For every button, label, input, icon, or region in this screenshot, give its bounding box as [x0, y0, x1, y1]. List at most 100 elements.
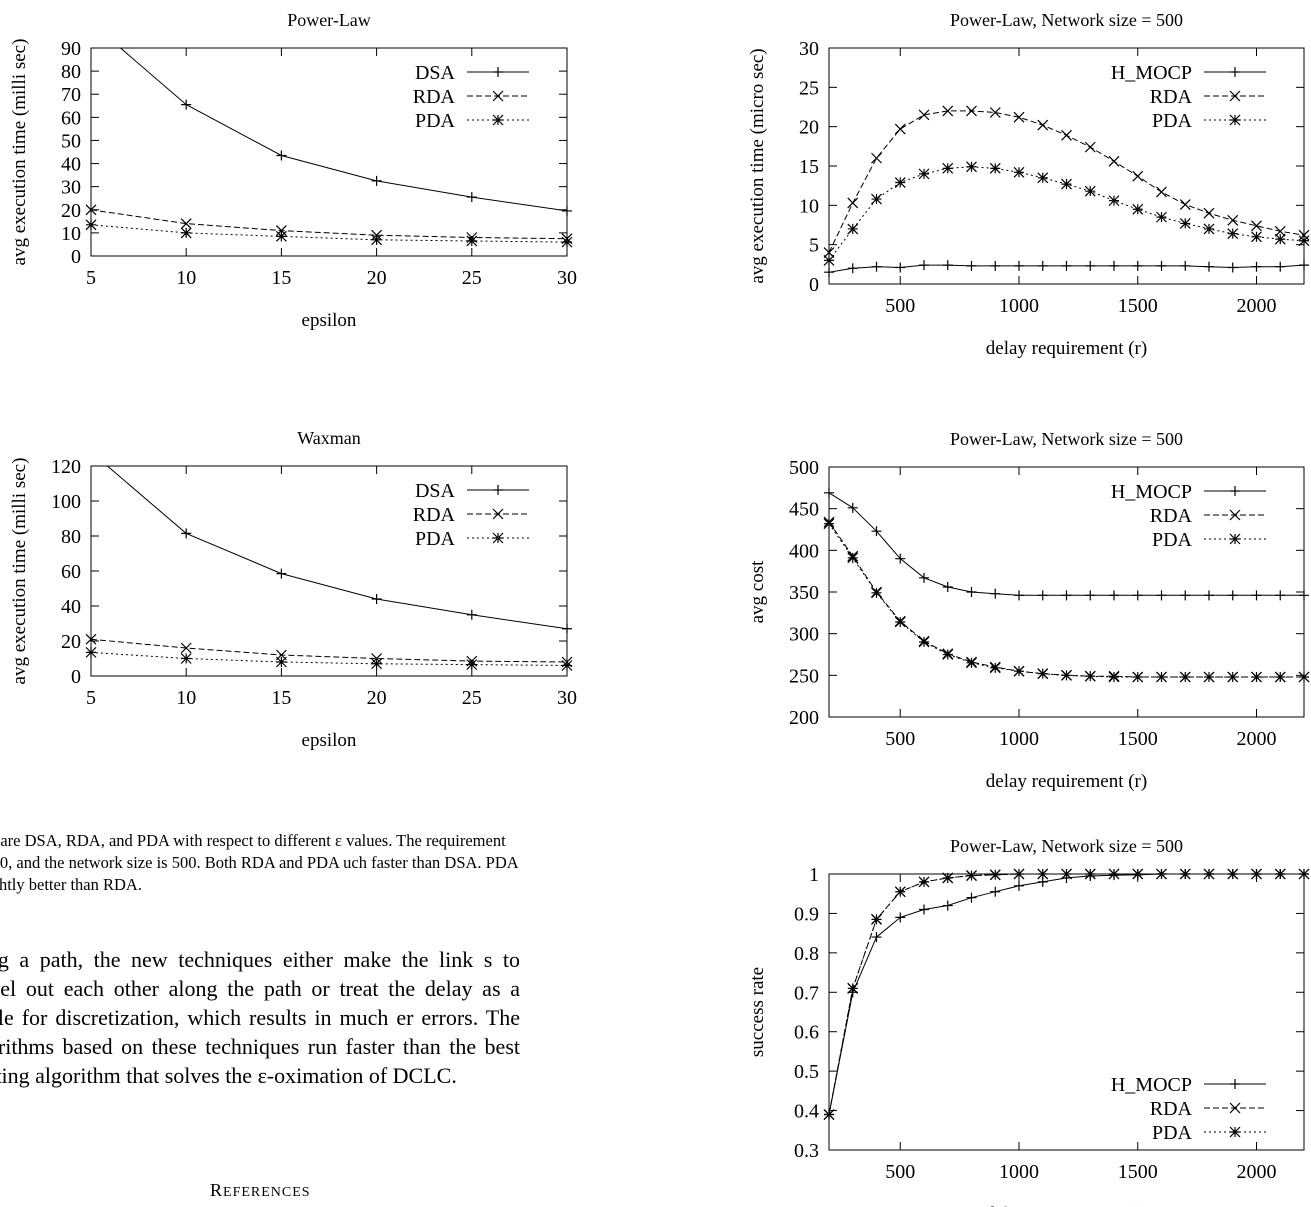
- x-tick-label: 10: [176, 267, 196, 289]
- data-point-pda: [894, 886, 906, 898]
- x-tick-label: 30: [557, 267, 577, 289]
- y-tick-label: 0: [809, 274, 819, 296]
- data-point-rda: [1274, 225, 1286, 237]
- data-point-pda: [847, 552, 859, 564]
- data-point-dsa: [562, 205, 572, 216]
- data-point-h_mocp: [1109, 260, 1119, 271]
- data-point-h_mocp: [1132, 260, 1143, 271]
- data-point-dsa: [466, 192, 477, 203]
- data-point-pda: [1084, 185, 1096, 197]
- data-point-pda: [1084, 670, 1096, 682]
- data-point-h_mocp: [942, 900, 953, 911]
- legend-marker: [1229, 509, 1241, 521]
- x-tick-label: 15: [271, 687, 291, 709]
- data-point-pda: [1132, 868, 1144, 880]
- data-point-rda: [847, 197, 859, 209]
- data-point-pda: [989, 162, 1001, 174]
- data-point-rda: [918, 109, 930, 121]
- x-tick-label: 500: [885, 728, 915, 750]
- data-point-h_mocp: [919, 260, 929, 271]
- y-tick-label: 60: [61, 561, 81, 583]
- legend-marker: [492, 508, 504, 520]
- data-point-h_mocp: [1061, 590, 1072, 601]
- y-tick-label: 120: [51, 456, 81, 478]
- data-point-pda: [966, 161, 977, 173]
- data-point-pda: [1061, 868, 1072, 880]
- data-point-pda: [871, 913, 882, 925]
- data-point-pda: [180, 653, 192, 664]
- x-tick-label: 5: [86, 267, 96, 289]
- data-point-dsa: [466, 609, 477, 620]
- data-point-rda: [1251, 220, 1262, 232]
- y-tick-label: 250: [789, 665, 819, 687]
- data-point-pda: [1061, 178, 1072, 190]
- references-heading-rest: EFERENCES: [223, 1185, 311, 1200]
- data-point-pda: [371, 658, 383, 670]
- data-point-h_mocp: [1156, 590, 1167, 601]
- legend-label: PDA: [1152, 110, 1193, 132]
- y-tick-label: 200: [789, 707, 819, 729]
- data-point-h_mocp: [895, 912, 906, 923]
- data-point-h_mocp: [871, 932, 882, 943]
- legend-marker: [493, 485, 503, 495]
- data-point-pda: [1037, 172, 1049, 184]
- data-point-h_mocp: [1061, 260, 1072, 271]
- data-point-h_mocp: [1014, 590, 1024, 601]
- data-point-h_mocp: [847, 263, 858, 274]
- legend-marker: [492, 90, 504, 102]
- y-tick-label: 450: [789, 499, 819, 521]
- data-point-h_mocp: [966, 260, 977, 271]
- data-point-pda: [1156, 211, 1167, 223]
- y-tick-label: 300: [789, 624, 819, 646]
- data-point-h_mocp: [847, 502, 858, 513]
- data-point-pda: [1156, 868, 1167, 880]
- y-tick-label: 1: [809, 864, 819, 886]
- data-point-pda: [1037, 868, 1049, 880]
- data-point-pda: [275, 230, 287, 242]
- data-point-pda: [966, 870, 977, 882]
- data-point-rda: [871, 152, 882, 164]
- legend-marker: [1229, 533, 1241, 545]
- data-point-pda: [180, 227, 192, 239]
- x-tick-label: 2000: [1237, 295, 1277, 317]
- data-point-pda: [918, 876, 930, 888]
- data-point-pda: [1061, 669, 1072, 681]
- data-point-pda: [989, 869, 1001, 881]
- data-point-pda: [1227, 868, 1239, 880]
- y-tick-label: 20: [61, 200, 81, 222]
- legend-marker: [1229, 1126, 1241, 1138]
- data-point-h_mocp: [966, 587, 977, 597]
- x-axis-label: epsilon: [302, 730, 357, 751]
- data-point-pda: [894, 177, 906, 188]
- legend-marker: [1230, 486, 1240, 496]
- data-point-pda: [942, 649, 954, 660]
- data-point-rda: [85, 204, 97, 216]
- data-point-dsa: [371, 594, 382, 604]
- chart-title: Power-Law, Network size = 500: [950, 429, 1183, 449]
- data-point-rda: [942, 105, 954, 117]
- data-point-h_mocp: [1014, 880, 1024, 891]
- chart-title: Power-Law, Network size = 500: [950, 10, 1183, 30]
- x-axis-label: delay requirement (r): [986, 338, 1147, 359]
- x-tick-label: 500: [885, 1161, 915, 1183]
- data-point-h_mocp: [824, 267, 834, 278]
- x-axis-label: delay requirement (r): [986, 1204, 1147, 1207]
- y-tick-label: 0.5: [794, 1061, 819, 1083]
- data-point-pda: [1227, 228, 1239, 240]
- legend-label: PDA: [415, 528, 456, 550]
- data-point-pda: [1013, 665, 1025, 677]
- data-point-pda: [1203, 868, 1215, 880]
- legend-label: RDA: [413, 86, 456, 108]
- data-point-h_mocp: [1085, 590, 1096, 601]
- data-point-rda: [1061, 129, 1072, 141]
- data-point-pda: [85, 219, 97, 231]
- legend-marker: [1229, 114, 1241, 126]
- data-point-rda: [85, 633, 97, 645]
- data-point-dsa: [371, 175, 382, 186]
- y-tick-label: 70: [61, 84, 81, 106]
- data-point-rda: [989, 107, 1001, 118]
- data-point-pda: [1108, 671, 1120, 683]
- y-axis-label: avg execution time (micro sec): [747, 48, 768, 283]
- y-tick-label: 0: [71, 666, 81, 688]
